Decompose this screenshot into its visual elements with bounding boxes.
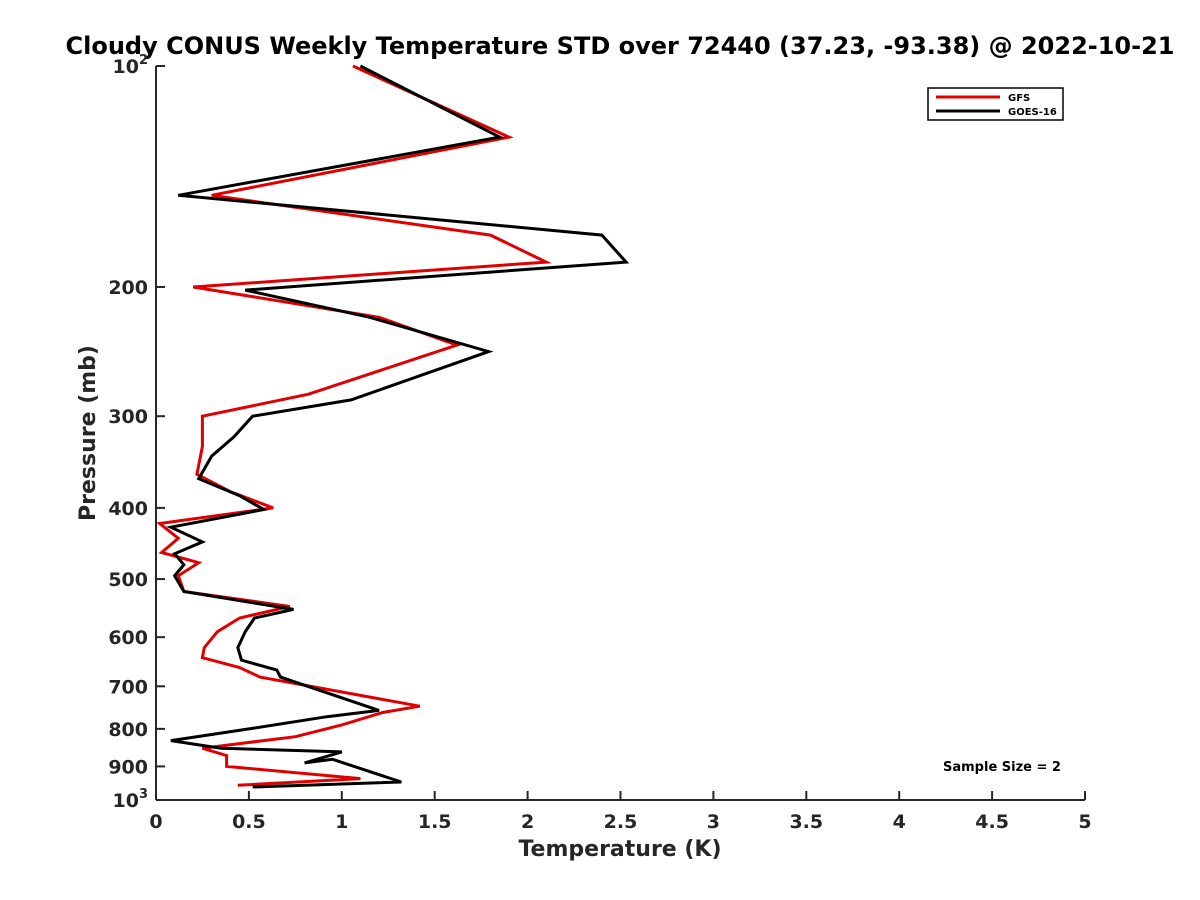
y-tick-label: 600 [108, 627, 148, 649]
series-line-goes-16 [166, 64, 630, 789]
x-tick-label: 4.5 [975, 811, 1009, 833]
y-tick-label: 800 [108, 719, 148, 741]
y-tick-label: 103 [113, 787, 149, 812]
y-tick-label: 400 [108, 498, 148, 520]
x-tick-label: 5 [1078, 811, 1091, 833]
x-tick-label: 3 [707, 811, 720, 833]
x-tick-label: 3.5 [789, 811, 823, 833]
y-tick-label: 200 [108, 277, 148, 299]
x-axis-label: Temperature (K) [518, 837, 721, 862]
y-tick-label: 700 [108, 676, 148, 698]
x-tick-label: 0 [149, 811, 162, 833]
legend: GFS GOES-16 [927, 87, 1064, 121]
axes: 0 0.5 1 1.5 2 2.5 3 3.5 4 4.5 5 102 200 300 400 500 600 7… [108, 53, 1091, 833]
x-tick-label: 1 [335, 811, 348, 833]
y-tick-label: 900 [108, 756, 148, 778]
x-tick-label: 2.5 [604, 811, 638, 833]
chart-title: Cloudy CONUS Weekly Temperature STD over… [66, 32, 1175, 60]
x-tick-label: 0.5 [232, 811, 266, 833]
x-tick-label: 2 [521, 811, 534, 833]
y-tick-label: 300 [108, 406, 148, 428]
x-tick-label: 4 [893, 811, 906, 833]
legend-box [927, 87, 1064, 121]
y-tick-label: 500 [108, 569, 148, 591]
y-tick-label: 102 [113, 53, 149, 78]
x-tick-label: 1.5 [418, 811, 452, 833]
legend-label-goes-16: GOES-16 [1008, 107, 1057, 118]
series-line-gfs [156, 64, 552, 787]
legend-label-gfs: GFS [1008, 93, 1030, 104]
y-axis-label: Pressure (mb) [76, 345, 101, 521]
sample-size-annotation: Sample Size = 2 [943, 760, 1061, 775]
plot-area [156, 64, 630, 789]
